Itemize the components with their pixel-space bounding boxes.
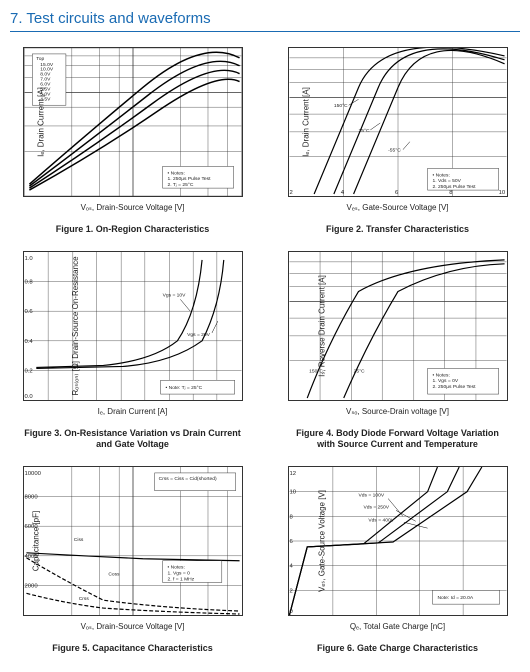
svg-text:25°C: 25°C bbox=[358, 128, 369, 134]
figure-6-ylabel: Vₑₛ, Gate-Source Voltage [V] bbox=[317, 490, 326, 592]
figure-3-svg: Vgs = 10V Vgs = 20V • Note: Tⱼ = 25°C 1.… bbox=[24, 252, 242, 400]
svg-text:6: 6 bbox=[395, 190, 399, 196]
svg-text:0.2: 0.2 bbox=[24, 368, 32, 374]
figure-2-ylabel: Iₑ, Drain Current [A] bbox=[301, 87, 310, 157]
svg-text:4: 4 bbox=[340, 190, 344, 196]
svg-text:• Note: Tⱼ = 25°C: • Note: Tⱼ = 25°C bbox=[165, 385, 202, 391]
svg-text:Ciss: Ciss bbox=[73, 537, 83, 543]
figure-2-xlabel: Vₑₛ, Gate-Source Voltage [V] bbox=[346, 203, 448, 212]
figure-3-cell: Rₒₛ₍ₒₙ₎ [Ω] Drain-Source On-Resistance V… bbox=[10, 251, 255, 451]
svg-text:25°C: 25°C bbox=[353, 368, 364, 374]
figure-4-chart: Iₛ, Reverse Drain Current [A] 150°C 25°C… bbox=[288, 251, 508, 401]
svg-text:10: 10 bbox=[289, 490, 296, 496]
svg-text:Coss: Coss bbox=[108, 572, 120, 578]
figure-1-xlabel: Vₒₛ, Drain-Source Voltage [V] bbox=[81, 203, 185, 212]
svg-text:Crss: Crss bbox=[78, 596, 89, 602]
figure-3-ylabel: Rₒₛ₍ₒₙ₎ [Ω] Drain-Source On-Resistance bbox=[71, 256, 80, 395]
svg-text:0.6: 0.6 bbox=[24, 309, 33, 315]
svg-text:2. 250μs Pulse Test: 2. 250μs Pulse Test bbox=[432, 384, 476, 390]
svg-text:10000: 10000 bbox=[24, 471, 41, 477]
figure-3-caption: Figure 3. On-Resistance Variation vs Dra… bbox=[23, 428, 243, 451]
figure-2-chart: Iₑ, Drain Current [A] 150°C 25°C -55°C bbox=[288, 47, 508, 197]
figure-6-caption: Figure 6. Gate Charge Characteristics bbox=[317, 643, 478, 655]
svg-text:10: 10 bbox=[498, 190, 505, 196]
svg-text:1. Vgs = 0: 1. Vgs = 0 bbox=[167, 571, 190, 577]
svg-text:150°C: 150°C bbox=[333, 103, 347, 109]
svg-text:6: 6 bbox=[289, 539, 293, 545]
figure-grid: Iₑ, Drain Current [A] bbox=[10, 47, 520, 655]
svg-text:0.0: 0.0 bbox=[24, 394, 33, 400]
svg-text:1. 250μs Pulse Test: 1. 250μs Pulse Test bbox=[167, 176, 211, 182]
svg-text:4: 4 bbox=[289, 564, 293, 570]
svg-text:8: 8 bbox=[289, 514, 293, 520]
figure-5-caption: Figure 5. Capacitance Characteristics bbox=[52, 643, 213, 655]
svg-text:2. Tⱼ = 25°C: 2. Tⱼ = 25°C bbox=[167, 182, 193, 188]
svg-text:2. 250μs Pulse Test: 2. 250μs Pulse Test bbox=[432, 184, 476, 190]
svg-text:Vds = 400V: Vds = 400V bbox=[368, 517, 394, 523]
svg-text:• Notes:: • Notes: bbox=[167, 170, 184, 176]
section-title: 7. Test circuits and waveforms bbox=[10, 10, 520, 32]
svg-text:-55°C: -55°C bbox=[388, 148, 401, 154]
svg-text:2000: 2000 bbox=[24, 583, 38, 589]
svg-text:0: 0 bbox=[289, 609, 293, 615]
svg-text:8000: 8000 bbox=[24, 495, 38, 501]
figure-3-chart: Rₒₛ₍ₒₙ₎ [Ω] Drain-Source On-Resistance V… bbox=[23, 251, 243, 401]
figure-1-cell: Iₑ, Drain Current [A] bbox=[10, 47, 255, 236]
svg-text:Vds = 100V: Vds = 100V bbox=[358, 493, 384, 499]
svg-text:2. f = 1 MHz: 2. f = 1 MHz bbox=[167, 577, 194, 583]
svg-text:• Notes:: • Notes: bbox=[432, 172, 449, 178]
figure-6-cell: Vₑₛ, Gate-Source Voltage [V] Vds = 100V … bbox=[275, 466, 520, 655]
figure-4-caption: Figure 4. Body Diode Forward Voltage Var… bbox=[288, 428, 508, 451]
figure-5-ylabel: Capacitance [pF] bbox=[31, 511, 40, 571]
svg-text:Vgs = 20V: Vgs = 20V bbox=[187, 332, 211, 338]
svg-text:Crss = Ciss = Cid(shorted): Crss = Ciss = Cid(shorted) bbox=[158, 476, 216, 482]
svg-text:1. Vds = 50V: 1. Vds = 50V bbox=[432, 178, 461, 184]
svg-text:• Notes:: • Notes: bbox=[432, 372, 449, 378]
svg-text:0.8: 0.8 bbox=[24, 279, 33, 285]
figure-4-ylabel: Iₛ, Reverse Drain Current [A] bbox=[317, 275, 326, 377]
figure-2-svg: 150°C 25°C -55°C • Notes: 1. Vds = 50V 2… bbox=[289, 48, 507, 196]
svg-text:2: 2 bbox=[289, 588, 292, 594]
figure-4-xlabel: Vₛₒ, Source-Drain voltage [V] bbox=[346, 407, 449, 416]
figure-1-ylabel: Iₑ, Drain Current [A] bbox=[36, 87, 45, 157]
figure-1-chart: Iₑ, Drain Current [A] bbox=[23, 47, 243, 197]
svg-text:Top: Top bbox=[36, 56, 44, 62]
svg-text:Vds = 250V: Vds = 250V bbox=[363, 505, 389, 511]
figure-5-xlabel: Vₒₛ, Drain-Source Voltage [V] bbox=[81, 622, 185, 631]
figure-5-svg: Ciss Coss Crss Crss = Ciss = Cid(shorted… bbox=[24, 467, 242, 615]
svg-text:1.0: 1.0 bbox=[24, 256, 33, 262]
svg-text:1. Vgs = 0V: 1. Vgs = 0V bbox=[432, 378, 458, 384]
svg-text:12: 12 bbox=[289, 471, 296, 477]
figure-1-caption: Figure 1. On-Region Characteristics bbox=[56, 224, 210, 236]
svg-text:0.4: 0.4 bbox=[24, 338, 33, 344]
figure-6-chart: Vₑₛ, Gate-Source Voltage [V] Vds = 100V … bbox=[288, 466, 508, 616]
svg-text:• Notes:: • Notes: bbox=[167, 565, 184, 571]
svg-text:8: 8 bbox=[449, 190, 453, 196]
figure-6-xlabel: Qₑ, Total Gate Charge [nC] bbox=[350, 622, 445, 631]
svg-text:Vgs = 10V: Vgs = 10V bbox=[162, 292, 186, 298]
figure-5-cell: Capacitance [pF] Ciss Coss Crss Crss = bbox=[10, 466, 255, 655]
svg-text:2: 2 bbox=[289, 190, 292, 196]
figure-3-xlabel: Iₑ, Drain Current [A] bbox=[98, 407, 168, 416]
figure-5-chart: Capacitance [pF] Ciss Coss Crss Crss = bbox=[23, 466, 243, 616]
figure-1-svg: Top 15.0V 10.0V 8.0V 7.0V 6.0V 5.5V 5.0V… bbox=[24, 48, 242, 196]
svg-text:Note: Id = 20.0A: Note: Id = 20.0A bbox=[437, 595, 473, 601]
figure-2-cell: Iₑ, Drain Current [A] 150°C 25°C -55°C bbox=[275, 47, 520, 236]
figure-4-cell: Iₛ, Reverse Drain Current [A] 150°C 25°C… bbox=[275, 251, 520, 451]
figure-2-caption: Figure 2. Transfer Characteristics bbox=[326, 224, 469, 236]
